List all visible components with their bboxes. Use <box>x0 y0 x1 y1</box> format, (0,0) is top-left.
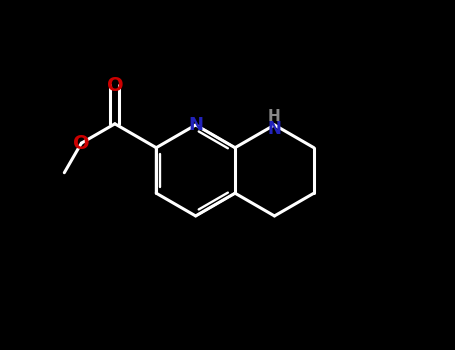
Text: H: H <box>268 109 281 124</box>
Text: O: O <box>106 76 123 94</box>
Text: O: O <box>73 134 90 153</box>
Text: N: N <box>268 120 281 138</box>
Text: N: N <box>188 116 203 134</box>
